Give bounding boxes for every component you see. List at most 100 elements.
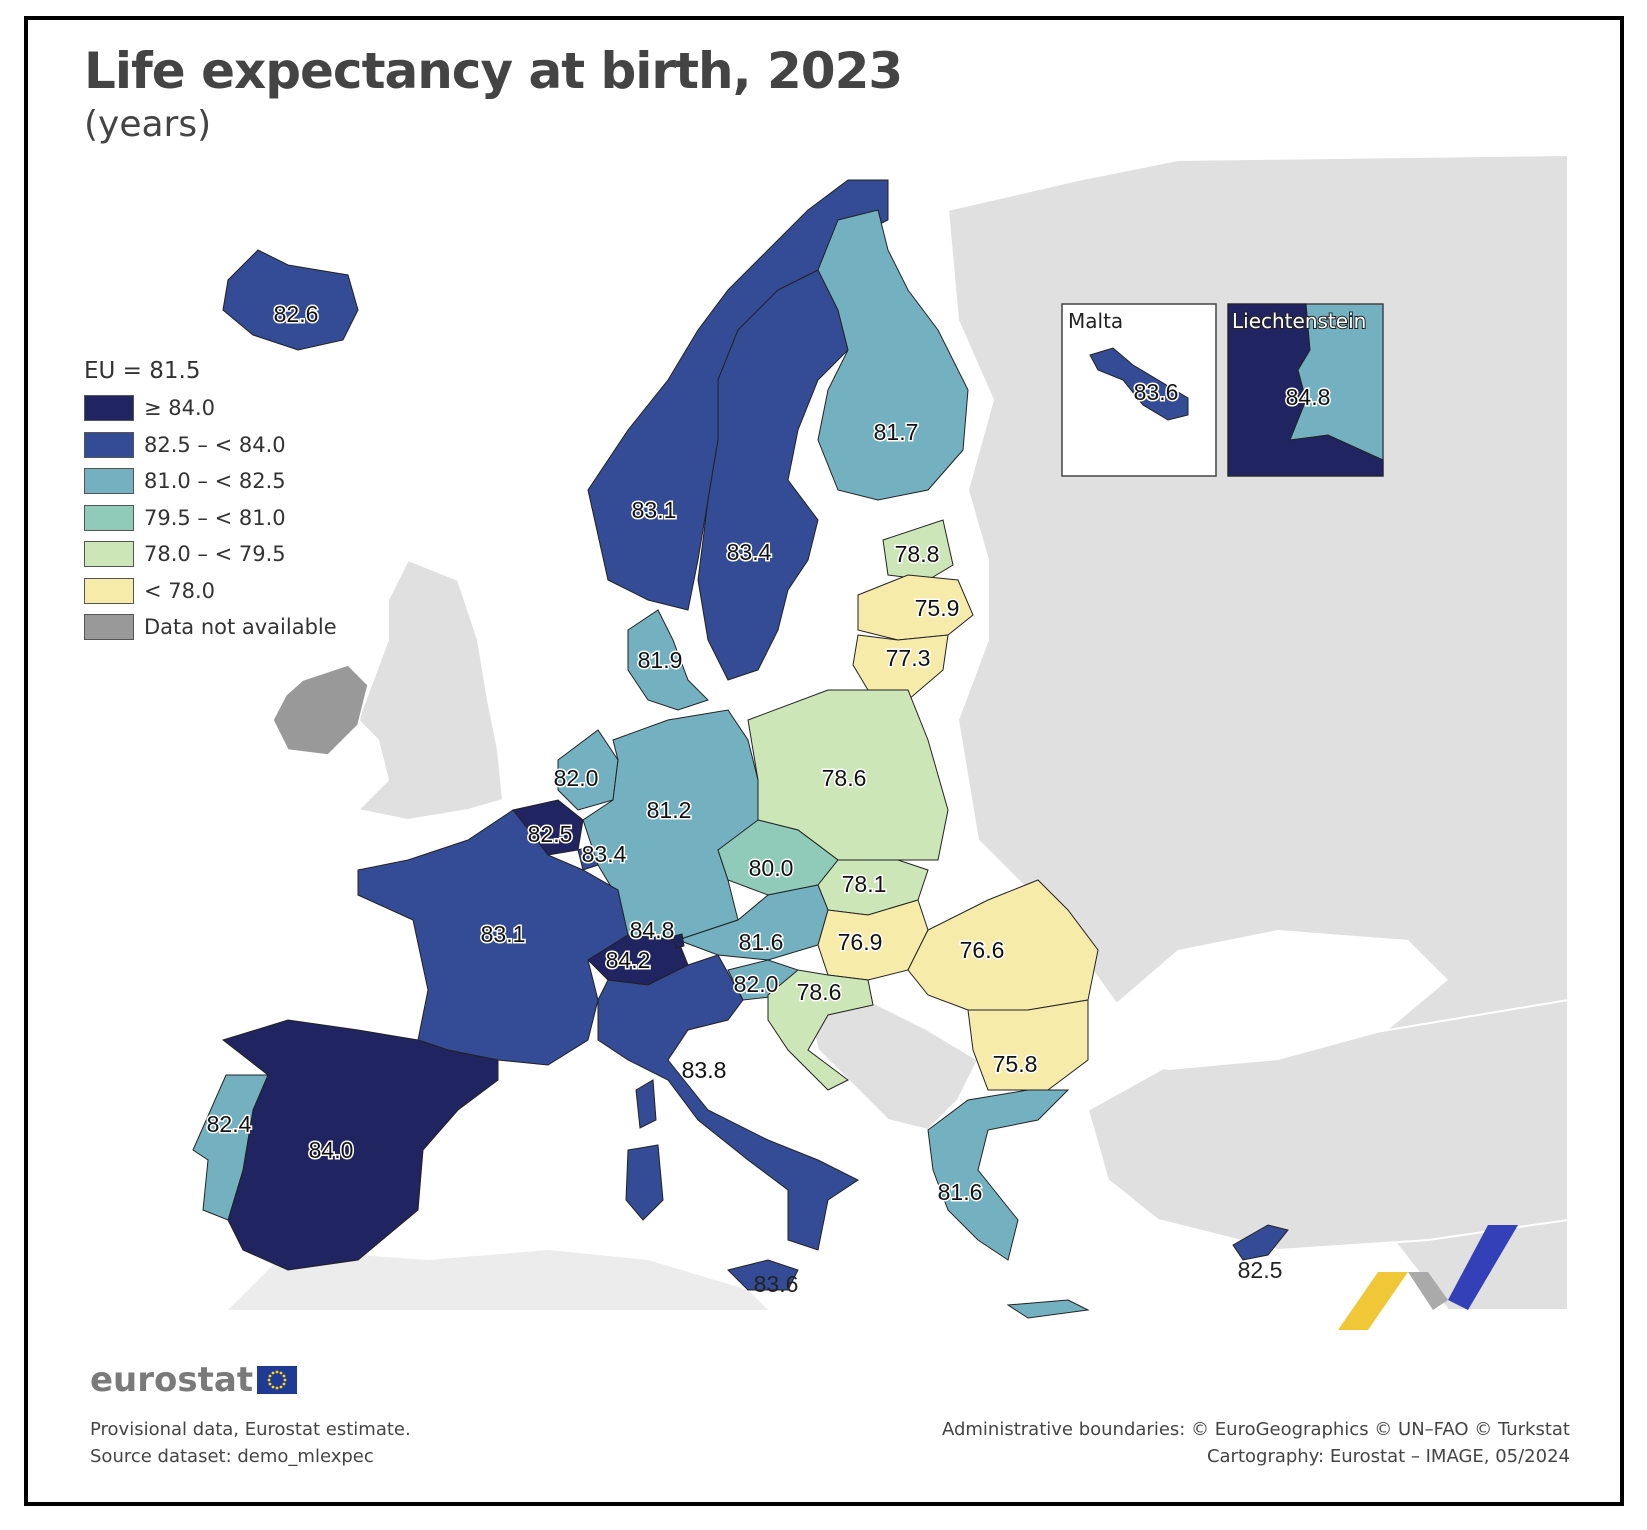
- legend-label: 79.5 – < 81.0: [144, 505, 286, 530]
- corner-mark-blue: [1448, 1225, 1518, 1310]
- label-estonia: 78.8: [895, 541, 940, 567]
- legend-label: 81.0 – < 82.5: [144, 469, 286, 494]
- country-italy: [597, 954, 859, 1251]
- country-estonia: [882, 519, 954, 581]
- land-uk: [355, 558, 505, 822]
- liechtenstein-inset-land: [1227, 303, 1384, 477]
- label-germany: 81.2: [647, 797, 692, 823]
- country-latvia: [857, 574, 974, 641]
- label-iceland: 82.6: [274, 301, 319, 327]
- label-czechia: 80.0: [749, 855, 794, 881]
- land-balkans: [806, 998, 980, 1132]
- footer-credits: Administrative boundaries: © EuroGeograp…: [942, 1416, 1570, 1470]
- label-lithuania: 77.3: [886, 645, 931, 671]
- legend-item: ≥ 84.0: [84, 390, 337, 427]
- country-denmark: [627, 609, 709, 711]
- legend-swatch: [84, 504, 134, 531]
- eu-flag-icon: [257, 1366, 298, 1394]
- label-romania: 76.6: [960, 937, 1005, 963]
- legend-title: EU = 81.5: [84, 358, 201, 384]
- legend-swatch: [84, 395, 134, 422]
- island-sardinia: [625, 1144, 664, 1221]
- label-denmark: 81.9: [638, 647, 683, 673]
- label-belgium: 82.5: [528, 821, 573, 847]
- island-sicily: [727, 1259, 799, 1291]
- label-cyprus: 82.5: [1238, 1257, 1283, 1283]
- land-north-africa: [228, 1250, 768, 1310]
- malta-inset-value: 83.6: [1134, 379, 1179, 405]
- legend-swatch: [84, 541, 134, 568]
- label-liechtenstein: 84.8: [630, 917, 675, 943]
- legend-swatch: [84, 577, 134, 604]
- label-hungary: 76.9: [838, 929, 883, 955]
- country-greece: [927, 1089, 1070, 1261]
- country-cyprus: [1232, 1224, 1289, 1261]
- legend-label: ≥ 84.0: [144, 396, 216, 421]
- europe-map: Malta 83.6 Liechtenstein 84.8 82.6 83.1 …: [192, 153, 1569, 1330]
- country-bulgaria: [967, 999, 1089, 1091]
- country-liechtenstein: [673, 933, 685, 949]
- country-iceland: [222, 249, 359, 351]
- legend-item: Data not available: [84, 609, 337, 646]
- legend: EU = 81.5 ≥ 84.0 82.5 – < 84.0 81.0 – < …: [84, 358, 337, 646]
- black-sea: [1108, 930, 1448, 1070]
- island-corsica: [635, 1079, 657, 1129]
- label-luxembourg: 83.4: [582, 841, 627, 867]
- label-austria: 81.6: [739, 929, 784, 955]
- liechtenstein-inset-title: Liechtenstein: [1232, 309, 1366, 333]
- legend-item: < 78.0: [84, 573, 337, 610]
- label-finland: 81.7: [874, 419, 919, 445]
- label-norway: 83.1: [632, 497, 677, 523]
- footer-credit-cartography: Cartography: Eurostat – IMAGE, 05/2024: [1206, 1446, 1570, 1467]
- map-subtitle: (years): [84, 104, 212, 145]
- country-romania: [907, 879, 1099, 1011]
- legend-label: < 78.0: [144, 578, 216, 603]
- label-switzerland: 84.2: [606, 947, 651, 973]
- island-crete: [1006, 1299, 1090, 1319]
- country-portugal: [192, 1074, 269, 1221]
- map-title: Life expectancy at birth, 2023: [84, 42, 903, 100]
- legend-item: 82.5 – < 84.0: [84, 427, 337, 464]
- legend-label: 78.0 – < 79.5: [144, 542, 286, 567]
- label-france: 83.1: [481, 921, 526, 947]
- label-greece: 81.6: [938, 1179, 983, 1205]
- label-slovakia: 78.1: [842, 871, 887, 897]
- corner-mark-grey: [1408, 1272, 1448, 1310]
- label-slovenia: 82.0: [734, 971, 779, 997]
- country-spain: [221, 1019, 499, 1271]
- legend-swatch: [84, 614, 134, 641]
- map-figure: Malta 83.6 Liechtenstein 84.8 82.6 83.1 …: [24, 16, 1624, 1506]
- legend-label: 82.5 – < 84.0: [144, 432, 286, 457]
- legend-swatch: [84, 468, 134, 495]
- label-italy: 83.8: [682, 1057, 727, 1083]
- label-croatia: 78.6: [797, 979, 842, 1005]
- label-spain: 84.0: [309, 1137, 354, 1163]
- label-latvia: 75.9: [915, 595, 960, 621]
- footer-notes: Provisional data, Eurostat estimate. Sou…: [90, 1416, 411, 1470]
- label-malta: 83.6: [754, 1271, 799, 1297]
- eurostat-logo: eurostat: [90, 1360, 298, 1400]
- corner-mark-yellow: [1338, 1272, 1408, 1330]
- legend-swatch: [84, 431, 134, 458]
- label-portugal: 82.4: [207, 1111, 252, 1137]
- liechtenstein-inset: Liechtenstein 84.8: [1227, 303, 1384, 477]
- footer-note-provisional: Provisional data, Eurostat estimate.: [90, 1419, 411, 1440]
- label-poland: 78.6: [822, 765, 867, 791]
- footer-note-source: Source dataset: demo_mlexpec: [90, 1446, 374, 1467]
- country-ireland: [272, 664, 369, 756]
- malta-inset: Malta 83.6: [1061, 303, 1217, 477]
- label-bulgaria: 75.8: [993, 1051, 1038, 1077]
- legend-item: 79.5 – < 81.0: [84, 500, 337, 537]
- country-lithuania: [852, 634, 949, 701]
- footer-credit-boundaries: Administrative boundaries: © EuroGeograp…: [941, 1419, 1570, 1440]
- malta-island: [1089, 347, 1189, 421]
- country-croatia: [767, 969, 874, 1091]
- legend-item: 78.0 – < 79.5: [84, 536, 337, 573]
- country-poland: [747, 689, 949, 861]
- label-netherlands: 82.0: [554, 765, 599, 791]
- legend-item: 81.0 – < 82.5: [84, 463, 337, 500]
- legend-label: Data not available: [144, 615, 337, 640]
- label-sweden: 83.4: [727, 539, 772, 565]
- liechtenstein-inset-value: 84.8: [1286, 384, 1331, 410]
- country-finland: [817, 209, 969, 501]
